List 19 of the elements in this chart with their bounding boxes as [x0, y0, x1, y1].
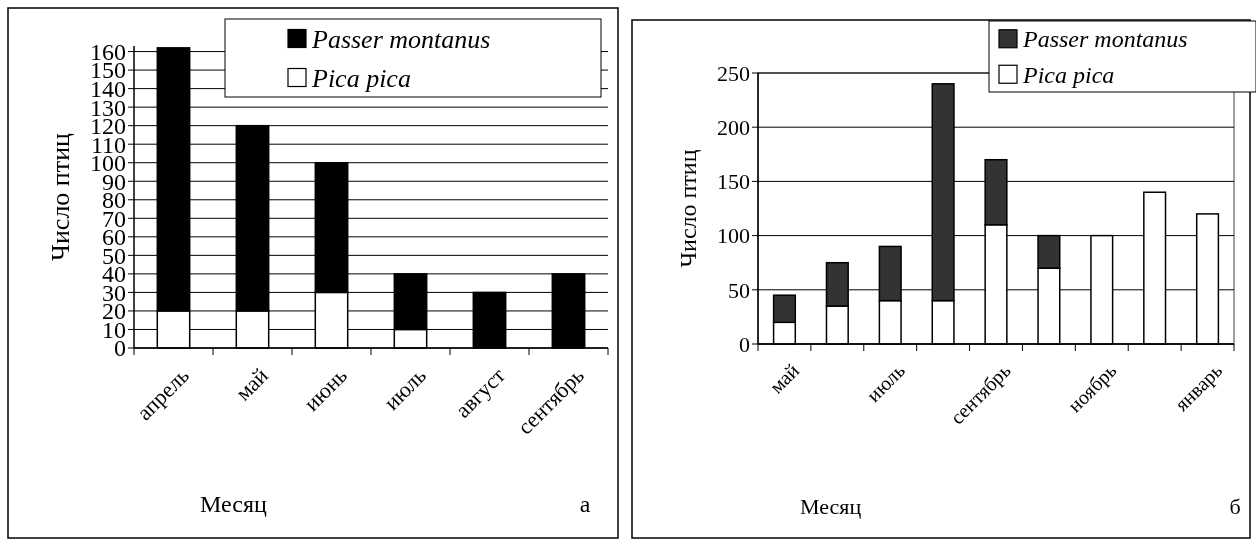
- legend-label: Pica pica: [311, 63, 411, 93]
- y-tick-label: 150: [717, 169, 750, 195]
- y-axis-title: Число птиц: [46, 132, 76, 261]
- y-tick-label: 200: [717, 114, 750, 140]
- x-tick-label: май: [230, 362, 274, 406]
- x-axis-title: Месяц: [800, 494, 862, 519]
- y-tick-label: 250: [717, 60, 750, 86]
- legend-label: Pica pica: [1022, 61, 1115, 88]
- x-axis-title: Месяц: [200, 491, 267, 517]
- y-tick-label: 50: [728, 277, 750, 303]
- y-tick-label: 0: [739, 331, 750, 357]
- x-tick-label: май: [764, 358, 804, 398]
- y-axis-title: Число птиц: [675, 149, 702, 268]
- x-tick-label: июль: [862, 359, 909, 407]
- text: а: [579, 491, 591, 517]
- legend-label: Passer montanus: [1022, 26, 1188, 53]
- legend-label: Passer montanus: [311, 24, 491, 54]
- y-tick-label: 100: [717, 223, 750, 249]
- text: б: [1229, 494, 1241, 519]
